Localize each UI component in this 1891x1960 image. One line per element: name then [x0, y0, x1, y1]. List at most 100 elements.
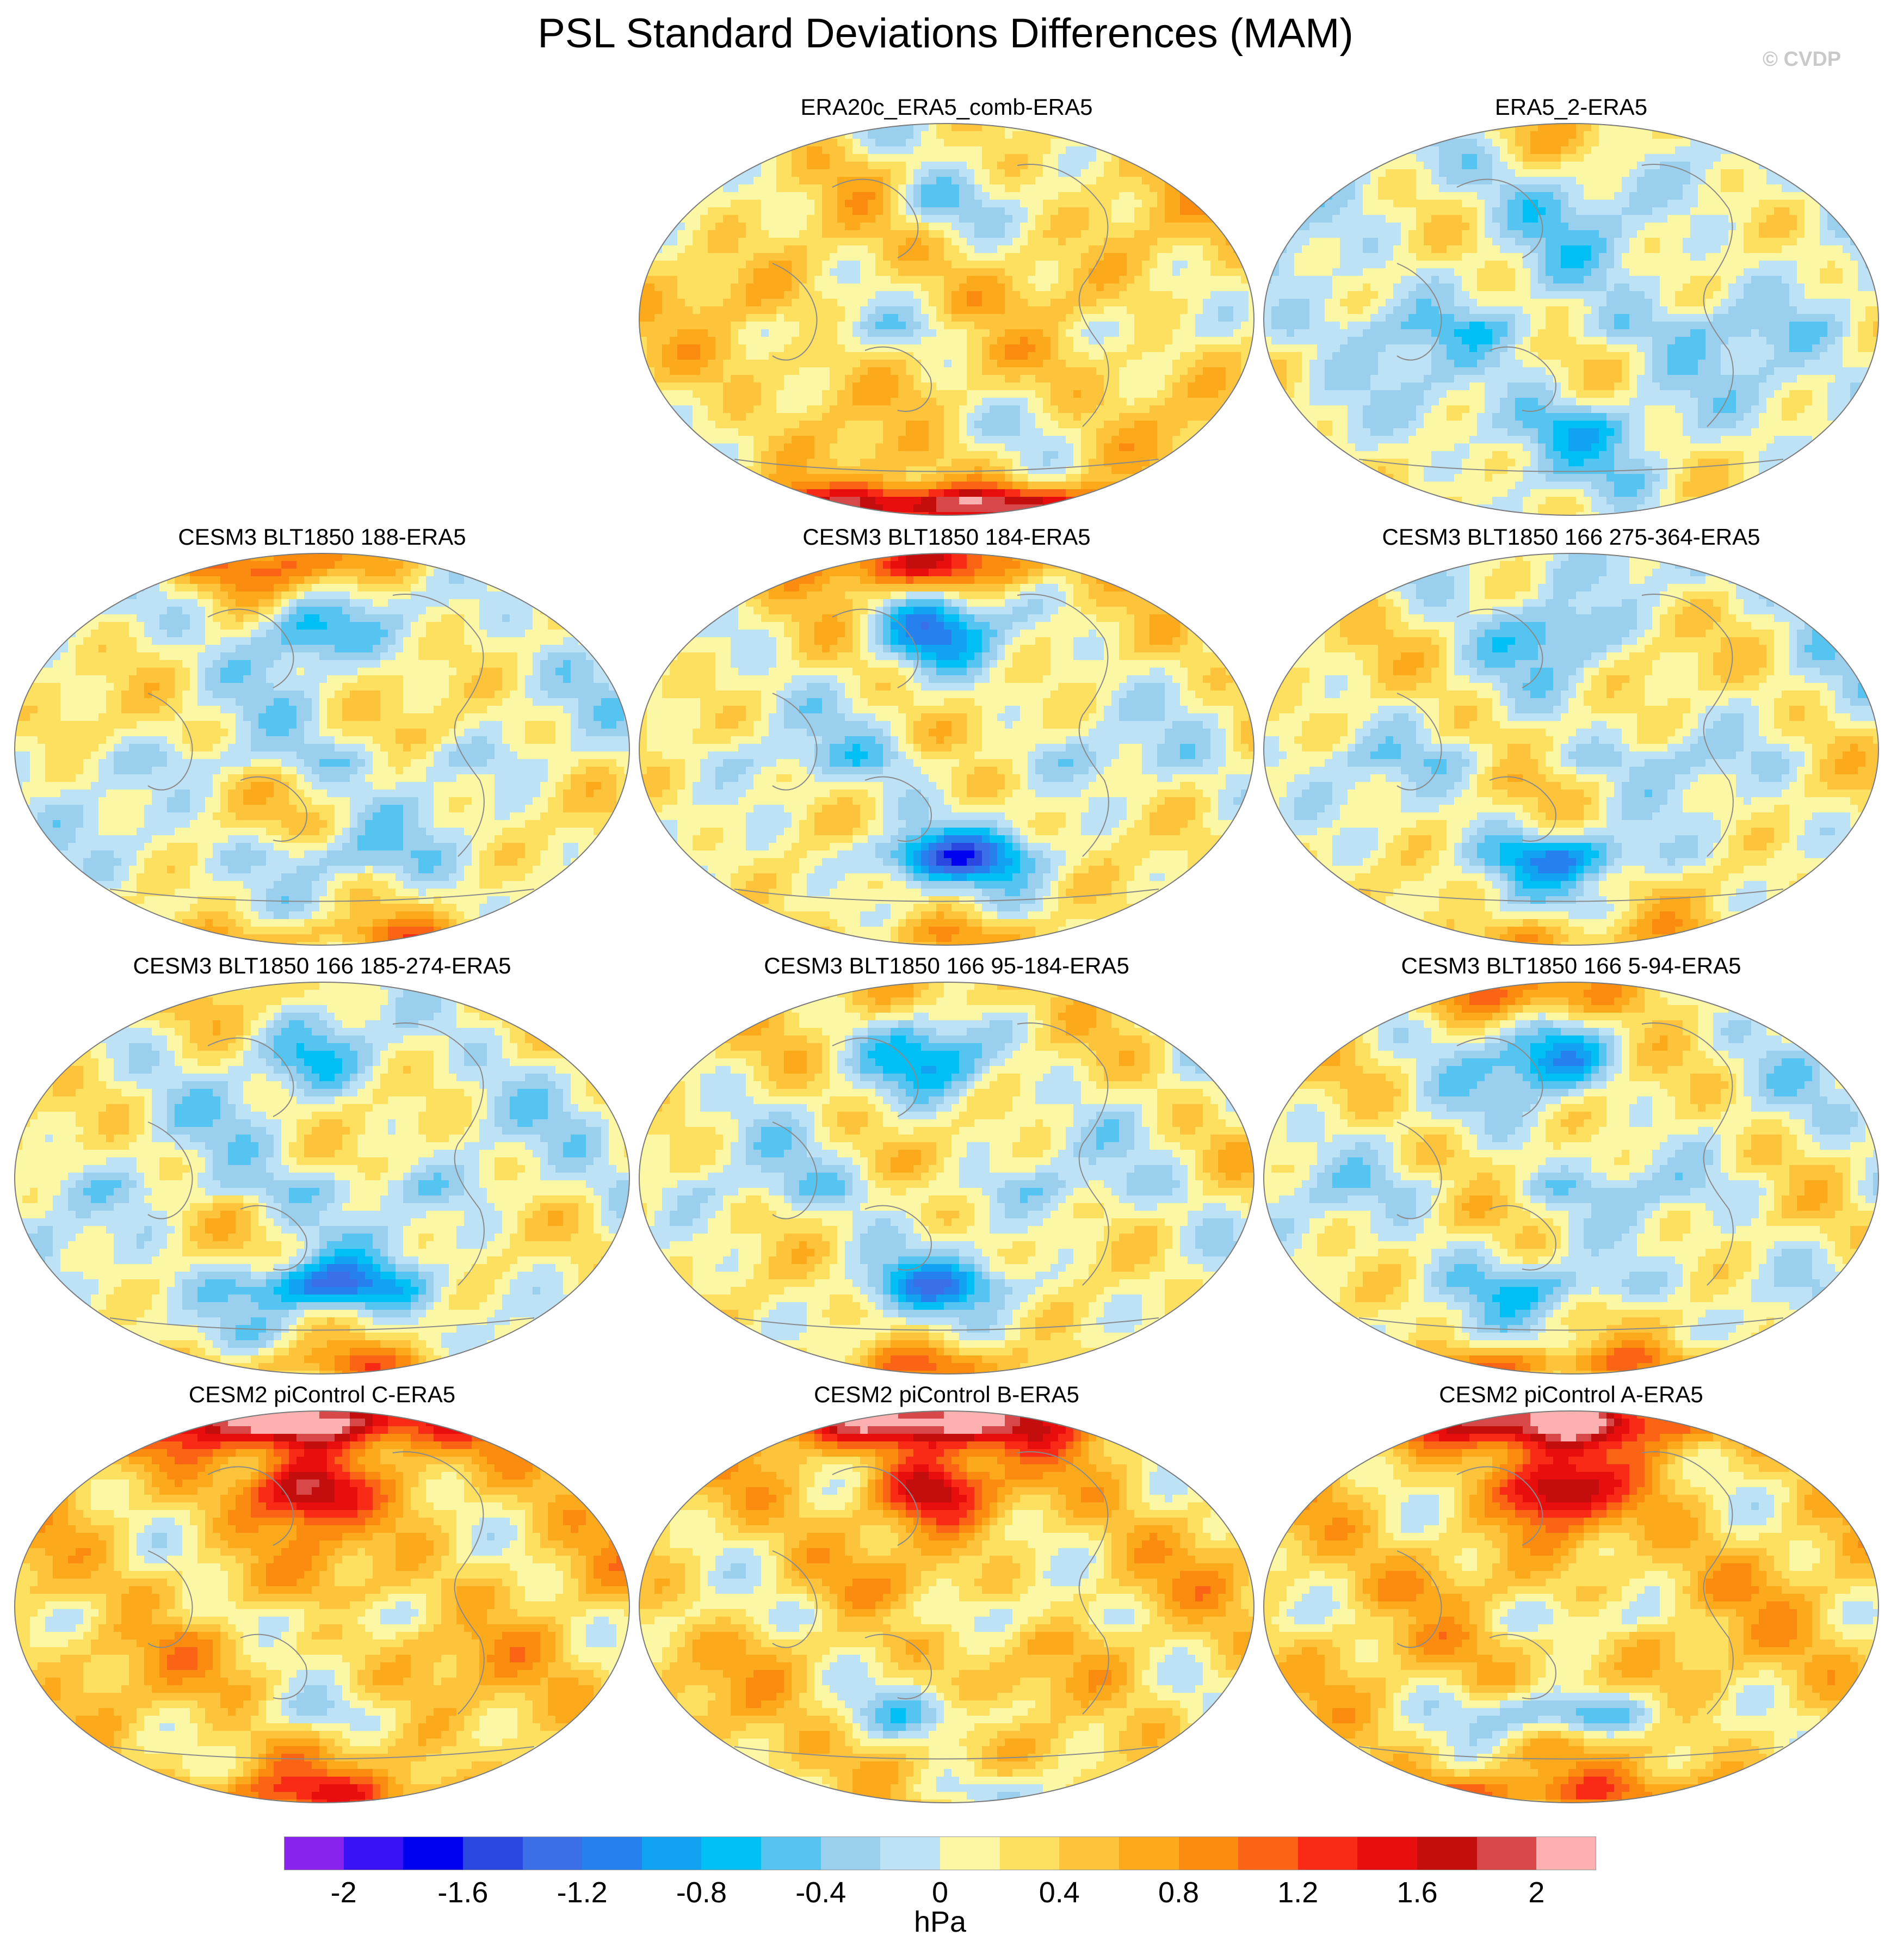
field-cell	[1081, 474, 1089, 482]
field-cell	[814, 299, 823, 307]
field-cell	[891, 169, 899, 177]
field-cell	[830, 466, 838, 474]
field-cell	[1782, 268, 1790, 276]
field-cell	[860, 314, 868, 322]
field-cell	[1606, 291, 1615, 299]
field-cell	[1096, 428, 1104, 436]
field-cell	[1850, 291, 1858, 299]
field-cell	[883, 482, 891, 490]
field-cell	[921, 268, 929, 276]
field-cell	[1843, 283, 1851, 292]
field-cell	[1096, 215, 1104, 223]
field-cell	[929, 443, 937, 452]
field-cell	[1028, 329, 1036, 337]
field-cell	[868, 177, 876, 185]
field-cell	[822, 177, 830, 185]
field-cell	[1096, 238, 1104, 246]
field-cell	[1629, 238, 1637, 246]
field-cell	[1538, 207, 1546, 215]
field-cell	[1332, 223, 1340, 231]
field-cell	[929, 177, 937, 185]
field-cell	[1241, 344, 1249, 353]
field-cell	[822, 169, 830, 177]
field-cell	[1309, 223, 1318, 231]
field-cell	[1386, 162, 1394, 170]
field-cell	[875, 443, 883, 452]
field-cell	[1576, 162, 1584, 170]
field-cell	[1218, 413, 1226, 421]
field-cell	[1157, 283, 1165, 292]
field-cell	[1523, 169, 1531, 177]
field-cell	[715, 329, 724, 337]
field-cell	[1127, 375, 1135, 383]
field-cell	[1127, 383, 1135, 391]
field-cell	[1553, 291, 1561, 299]
field-cell	[723, 329, 731, 337]
field-cell	[1043, 421, 1051, 429]
field-cell	[921, 238, 929, 246]
field-cell	[1119, 245, 1127, 254]
field-cell	[1203, 329, 1211, 337]
field-cell	[1698, 207, 1706, 215]
field-cell	[929, 215, 937, 223]
field-cell	[1317, 207, 1325, 215]
field-cell	[1591, 192, 1599, 200]
field-cell	[1157, 314, 1165, 322]
field-cell	[1195, 306, 1203, 315]
field-cell	[974, 238, 982, 246]
field-cell	[906, 504, 914, 513]
field-cell	[1089, 238, 1097, 246]
field-cell	[1073, 375, 1082, 383]
field-cell	[1507, 200, 1516, 208]
field-cell	[967, 162, 975, 170]
field-cell	[1020, 131, 1028, 139]
field-cell	[1477, 291, 1485, 299]
field-cell	[1066, 268, 1074, 276]
field-cell	[1241, 283, 1249, 292]
field-cell	[677, 375, 685, 383]
field-cell	[647, 276, 655, 284]
field-cell	[700, 360, 708, 368]
field-cell	[1797, 268, 1805, 276]
field-cell	[1188, 390, 1196, 398]
field-cell	[974, 443, 982, 452]
field-cell	[715, 398, 724, 406]
field-cell	[1637, 230, 1645, 238]
field-cell	[1553, 215, 1561, 223]
field-cell	[891, 398, 899, 406]
field-cell	[1485, 192, 1493, 200]
field-cell	[1157, 367, 1165, 375]
field-cell	[1553, 276, 1561, 284]
field-cell	[1195, 253, 1203, 261]
field-cell	[1210, 215, 1219, 223]
field-cell	[1538, 169, 1546, 177]
field-cell	[1073, 367, 1082, 375]
field-cell	[1035, 443, 1043, 452]
field-cell	[990, 276, 998, 284]
field-cell	[913, 291, 922, 299]
field-cell	[1340, 177, 1348, 185]
field-cell	[1210, 375, 1219, 383]
field-cell	[814, 253, 823, 261]
field-cell	[1165, 322, 1173, 330]
field-cell	[1073, 474, 1082, 482]
field-cell	[1096, 276, 1104, 284]
field-cell	[723, 291, 731, 299]
field-cell	[990, 154, 998, 162]
field-cell	[1553, 131, 1561, 139]
field-cell	[997, 124, 1005, 132]
field-cell	[1172, 352, 1181, 360]
field-cell	[1142, 383, 1150, 391]
field-cell	[1188, 398, 1196, 406]
field-cell	[662, 268, 670, 276]
field-cell	[1081, 299, 1089, 307]
field-cell	[1683, 146, 1691, 155]
field-cell	[685, 314, 693, 322]
field-cell	[1500, 230, 1508, 238]
field-cell	[1713, 154, 1721, 162]
field-cell	[974, 322, 982, 330]
field-cell	[936, 291, 944, 299]
field-cell	[868, 253, 876, 261]
field-cell	[1188, 344, 1196, 353]
field-cell	[1089, 360, 1097, 368]
